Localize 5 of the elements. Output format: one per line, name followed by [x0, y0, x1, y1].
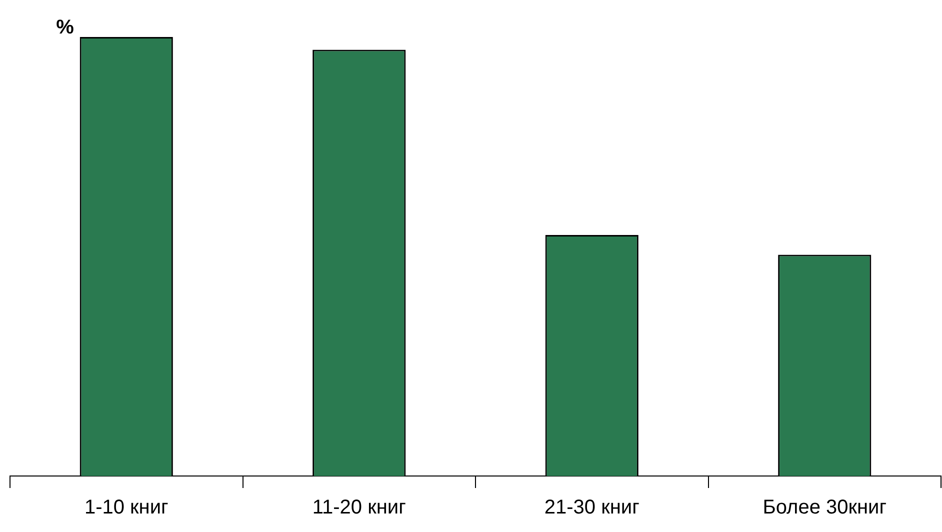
x-tick-label: Более 30книг: [762, 496, 887, 519]
x-tick-label: 11-20 книг: [312, 496, 406, 519]
y-axis-title: %: [56, 16, 74, 39]
x-tick-label: 21-30 книг: [544, 496, 640, 519]
x-tick-label: 1-10 книг: [84, 496, 168, 519]
